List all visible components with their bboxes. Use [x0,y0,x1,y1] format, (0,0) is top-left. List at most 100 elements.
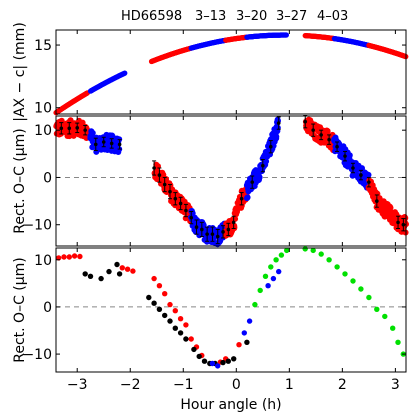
binned-point [319,133,323,137]
data-point-black [167,318,173,324]
panel-middle-yticks: −10 0 10 [22,123,406,234]
data-point-green [262,273,269,279]
data-point-green [358,286,364,292]
data-point [273,135,280,142]
data-point-black [87,273,94,279]
binned-point [215,234,220,239]
data-point-red [167,301,173,308]
data-point-green [257,287,263,294]
data-point-green [366,294,372,301]
data-point-black [151,300,157,306]
binned-point [375,199,379,203]
data-point-blue [241,330,247,336]
binned-point [200,227,204,232]
data-point-blue [265,283,271,289]
data-point-red [236,342,242,348]
y-tick-label: −10 [22,347,52,363]
panel-top-yticks: 10 15 [34,38,406,117]
x-tick-label: 0 [232,377,241,393]
binned-point [93,142,98,147]
panel-bottom-ylabel: Rect. O–C (μm) [12,257,28,363]
data-point-red [71,253,78,259]
binned-point [67,126,72,131]
x-tick-label: 1 [285,377,294,393]
data-point-red [130,268,136,274]
binned-point [359,173,363,177]
data-point-black [106,268,112,275]
panel-bottom-yticks: −10 0 10 [22,253,406,363]
data-point-black [191,346,197,353]
panel-bottom-frame [55,247,407,373]
data-point-black [220,359,226,366]
binned-point [261,163,265,168]
x-axis-label: Hour angle (h) [180,397,281,413]
title-part-date-4: 4–03 [317,9,348,24]
data-point [324,128,331,135]
data-point-black [231,356,237,362]
binned-point [168,189,172,194]
binned-point [367,180,371,184]
title-part-star: HD66598 [121,9,182,24]
binned-point [83,128,87,132]
data-point-red [151,275,157,282]
panel-bottom: −10 0 10 Rect. O–C (μm) [12,246,407,373]
x-tick-label: 3 [391,377,400,393]
data-point-green [382,313,388,320]
x-tick-label: −3 [67,377,88,393]
data-point-blue [270,275,277,282]
panel-top-points [53,32,409,116]
binned-point [162,182,167,187]
x-tick-label: 2 [338,377,347,393]
y-tick-label: 15 [34,38,52,54]
title-part-date-1: 3–13 [195,9,226,24]
data-point [244,194,251,201]
data-point-black [146,294,152,301]
binned-point [268,144,273,149]
title-part-date-3: 3–27 [276,9,307,24]
panel-middle-points [53,116,409,248]
data-point-green [342,271,348,277]
data-point-red [77,253,83,260]
x-tick-label: −2 [120,377,141,393]
panel-top: 10 15 |AX − c| (mm) [12,22,409,122]
x-tick-label: −1 [173,377,194,393]
data-point-green [334,264,340,270]
data-point [283,32,289,38]
data-point-black [201,358,208,364]
binned-point [327,137,331,142]
binned-point [173,196,178,201]
data-point [256,174,263,181]
binned-point [189,215,194,220]
data-point-green [278,252,285,258]
binned-point [210,232,215,236]
data-point [89,130,96,136]
data-point-black [98,275,104,282]
y-tick-label: 10 [34,101,52,117]
data-point-red [56,255,62,261]
data-point-blue [209,360,216,367]
panel-top-frame [55,29,407,115]
binned-point [239,196,244,201]
data-point-red [156,283,163,289]
data-point [274,124,281,131]
y-tick-label: −10 [22,218,52,234]
data-point-black [172,325,178,331]
data-point-black [225,358,231,364]
binned-point [194,225,199,229]
binned-point [101,140,106,144]
binned-point [59,126,64,131]
data-point-red [177,316,184,322]
panel-middle-xticks [76,116,396,246]
binned-point [343,154,347,158]
data-point-green [318,251,324,257]
data-point-blue [246,318,253,324]
data-point [365,171,372,178]
y-tick-label: 10 [34,253,52,269]
y-tick-label: 0 [43,170,52,186]
binned-point [226,227,231,232]
panel-top-xticks [76,30,396,114]
panel-top-ylabel: |AX − c| (mm) [12,22,28,122]
binned-point [335,144,339,149]
panel-middle: −10 0 10 Rect. O–C (μm) [12,115,409,248]
